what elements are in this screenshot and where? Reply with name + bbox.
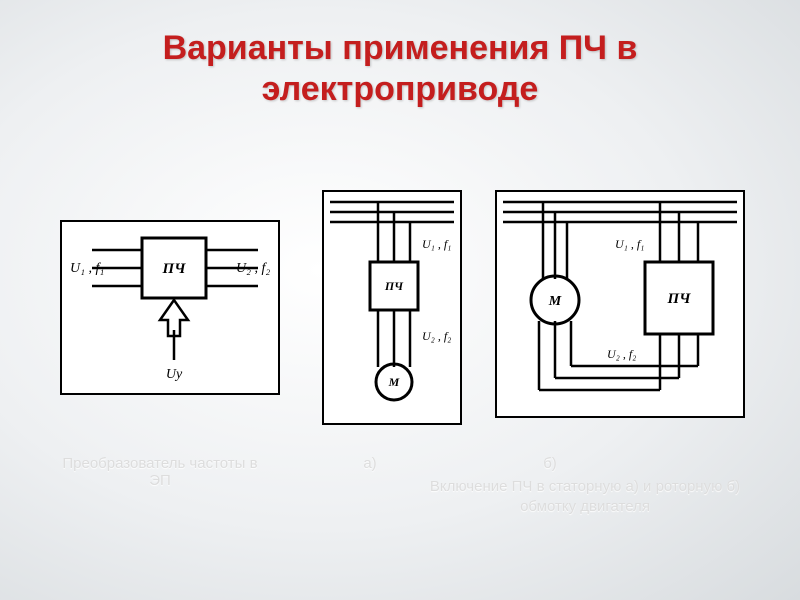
svg-text:ПЧ: ПЧ [667, 291, 692, 307]
title-line1: Варианты применения ПЧ в [163, 29, 638, 67]
diagram-a: ПЧ U₁ , f₁ U₂ , f₂ Uy [60, 220, 280, 395]
diagram-c: М ПЧ U₁ , f₁ U₂ , f₂ [495, 190, 745, 418]
svg-text:U₂ , f₂: U₂ , f₂ [607, 347, 636, 361]
diagram-row: ПЧU₁ , f₁U₂ , f₂Uy ПЧU₁ , f₁U₂ , f₂М МПЧ… [0, 190, 800, 450]
svg-text:Uy: Uy [166, 367, 183, 382]
caption-c: б) [530, 455, 570, 472]
svg-text:U₁ , f₁: U₁ , f₁ [422, 237, 451, 251]
svg-text:ПЧ: ПЧ [384, 279, 404, 293]
svg-text:U₁ , f₁: U₁ , f₁ [70, 261, 104, 276]
svg-text:U₂ , f₂: U₂ , f₂ [236, 261, 270, 276]
slide-title: Варианты применения ПЧ в электроприводе [0, 0, 800, 110]
caption-note: Включение ПЧ в статорную а) и роторную б… [420, 477, 750, 516]
diagram-b: ПЧ U₁ , f₁ U₂ , f₂ М [322, 190, 462, 425]
svg-text:М: М [388, 375, 400, 389]
caption-a: Преобразователь частоты в ЭП [60, 455, 260, 489]
title-line2: электроприводе [262, 70, 539, 108]
svg-text:U₂ , f₂: U₂ , f₂ [422, 329, 451, 343]
svg-text:ПЧ: ПЧ [162, 261, 187, 277]
svg-text:U₁ , f₁: U₁ , f₁ [615, 237, 644, 251]
caption-b: а) [340, 455, 400, 472]
svg-text:М: М [548, 294, 562, 309]
